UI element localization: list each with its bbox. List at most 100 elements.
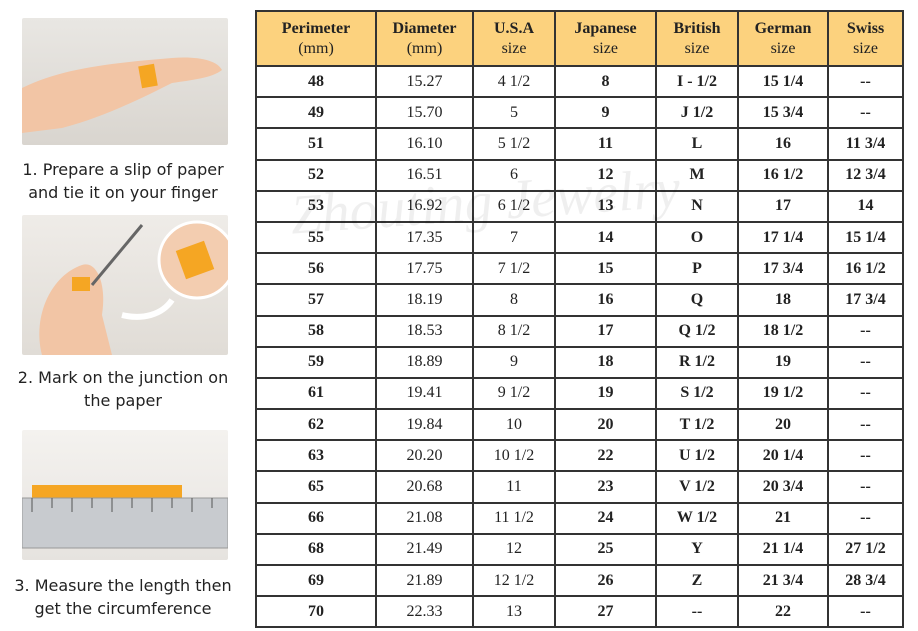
table-cell: 17 1/4: [737, 220, 829, 255]
table-cell: 27 1/2: [827, 532, 904, 567]
table-cell: 52: [255, 158, 377, 192]
header-title: Japanese: [574, 19, 637, 37]
table-cell: 21: [737, 501, 829, 535]
table-cell: 57: [255, 283, 377, 317]
table-row: 66 21.08 11 1/2 24 W 1/2 21 --: [255, 501, 904, 535]
table-cell: 5: [472, 96, 556, 130]
header-title: U.S.A: [493, 19, 534, 37]
table-cell: 15 1/4: [827, 220, 904, 255]
table-cell: 18: [554, 345, 657, 379]
table-cell: 27: [554, 595, 657, 629]
size-table: Perimeter (mm) Diameter (mm) U.S.A size Japane…: [255, 10, 904, 629]
table-cell: 16.51: [375, 158, 474, 192]
table-cell: 19: [737, 345, 829, 379]
header-row: Perimeter (mm) Diameter (mm) U.S.A size Japane…: [255, 10, 904, 67]
table-cell: 21.89: [375, 563, 474, 598]
table-cell: 59: [255, 345, 377, 379]
table-cell: 12 1/2: [472, 563, 556, 598]
table-row: 56 17.75 7 1/2 15 P 17 3/4 16 1/2: [255, 252, 904, 286]
table-row: 69 21.89 12 1/2 26 Z 21 3/4 28 3/4: [255, 563, 904, 598]
table-cell: 20: [554, 408, 657, 442]
table-cell: 18.89: [375, 345, 474, 379]
table-row: 57 18.19 8 16 Q 18 17 3/4: [255, 283, 904, 317]
table-cell: 25: [554, 532, 657, 567]
header-cell: Diameter (mm): [375, 10, 474, 67]
table-cell: 20 3/4: [737, 470, 829, 504]
header-title: Swiss: [846, 19, 885, 37]
table-row: 58 18.53 8 1/2 17 Q 1/2 18 1/2 --: [255, 314, 904, 348]
caption-line: 1. Prepare a slip of paper: [22, 160, 224, 179]
table-cell: 19.41: [375, 376, 474, 411]
table-cell: 17: [554, 314, 657, 348]
table-cell: 53: [255, 189, 377, 223]
table-cell: 8: [554, 64, 657, 99]
table-cell: 48: [255, 64, 377, 99]
table-cell: 10: [472, 408, 556, 442]
table-cell: --: [827, 376, 904, 411]
table-row: 61 19.41 9 1/2 19 S 1/2 19 1/2 --: [255, 376, 904, 411]
table-cell: 13: [554, 189, 657, 223]
header-cell: German size: [737, 10, 829, 67]
table-cell: 17.75: [375, 252, 474, 286]
table-cell: 21 1/4: [737, 532, 829, 567]
table-cell: 17.35: [375, 220, 474, 255]
table-cell: 16: [737, 127, 829, 161]
table-cell: 22.33: [375, 595, 474, 629]
hand-illustration: [22, 57, 222, 133]
step-caption: 2. Mark on the junction on the paper: [8, 366, 238, 412]
table-cell: 16 1/2: [737, 158, 829, 192]
table-cell: S 1/2: [655, 376, 739, 411]
table-cell: 15 3/4: [737, 96, 829, 130]
table-row: 65 20.68 11 23 V 1/2 20 3/4 --: [255, 470, 904, 504]
table-cell: 63: [255, 439, 377, 473]
table-cell: 17 3/4: [827, 283, 904, 317]
table-row: 55 17.35 7 14 O 17 1/4 15 1/4: [255, 220, 904, 255]
table-cell: 7 1/2: [472, 252, 556, 286]
table-cell: 16.92: [375, 189, 474, 223]
table-cell: 9: [472, 345, 556, 379]
table-row: 59 18.89 9 18 R 1/2 19 --: [255, 345, 904, 379]
table-cell: 68: [255, 532, 377, 567]
table-cell: 51: [255, 127, 377, 161]
table-cell: 14: [827, 189, 904, 223]
table-cell: 56: [255, 252, 377, 286]
table-cell: T 1/2: [655, 408, 739, 442]
caption-line: the paper: [84, 391, 162, 410]
table-cell: 17 3/4: [737, 252, 829, 286]
table-cell: 61: [255, 376, 377, 411]
table-cell: 9 1/2: [472, 376, 556, 411]
table-cell: 8: [472, 283, 556, 317]
table-cell: 4 1/2: [472, 64, 556, 99]
table-cell: --: [827, 314, 904, 348]
table-cell: 16.10: [375, 127, 474, 161]
step-caption: 3. Measure the length then get the circu…: [8, 574, 238, 620]
caption-line: 3. Measure the length then: [14, 576, 232, 595]
step-caption: 1. Prepare a slip of paper and tie it on…: [8, 158, 238, 204]
header-cell: British size: [655, 10, 739, 67]
table-cell: R 1/2: [655, 345, 739, 379]
table-cell: 13: [472, 595, 556, 629]
ruler-illustration: [22, 485, 228, 549]
table-cell: 20.20: [375, 439, 474, 473]
table-cell: 15 1/4: [737, 64, 829, 99]
table-cell: 15: [554, 252, 657, 286]
table-cell: 6 1/2: [472, 189, 556, 223]
table-cell: --: [827, 64, 904, 99]
table-cell: 69: [255, 563, 377, 598]
table-cell: 9: [554, 96, 657, 130]
table-cell: 18: [737, 283, 829, 317]
table-cell: J 1/2: [655, 96, 739, 130]
step-photo: [22, 215, 228, 355]
table-cell: 10 1/2: [472, 439, 556, 473]
table-cell: 11 1/2: [472, 501, 556, 535]
table-cell: 21 3/4: [737, 563, 829, 598]
table-cell: 18.53: [375, 314, 474, 348]
table-cell: W 1/2: [655, 501, 739, 535]
header-title: Diameter: [392, 19, 457, 37]
table-cell: --: [827, 408, 904, 442]
table-cell: 23: [554, 470, 657, 504]
header-unit: size: [853, 39, 878, 57]
caption-line: 2. Mark on the junction on: [17, 368, 229, 387]
table-cell: P: [655, 252, 739, 286]
